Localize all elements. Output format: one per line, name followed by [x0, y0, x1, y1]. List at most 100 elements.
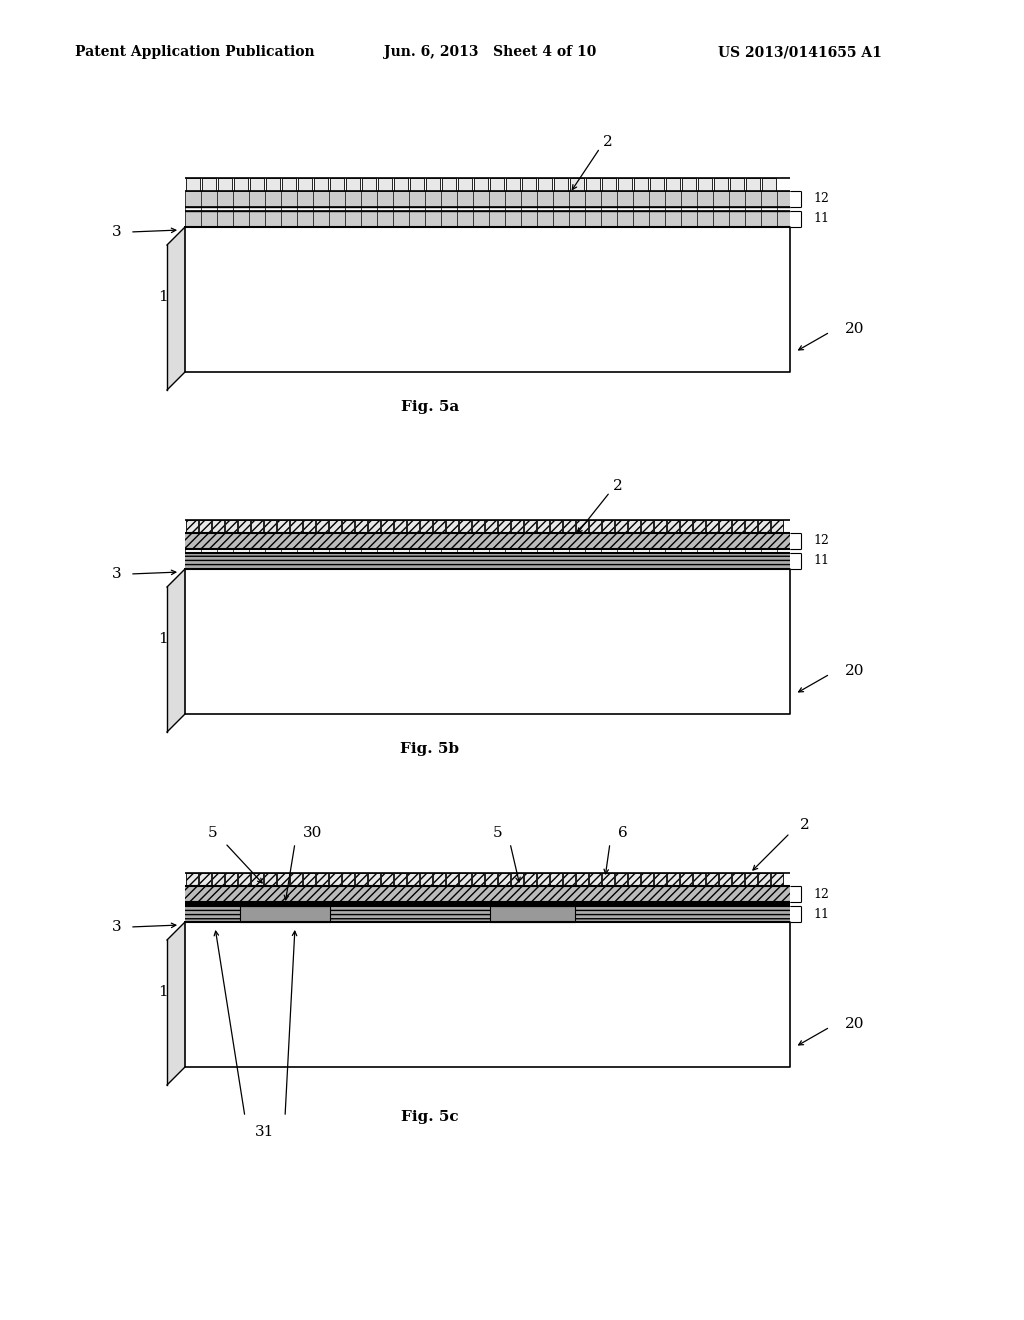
Bar	[618, 178, 632, 191]
Bar	[298, 178, 312, 191]
Bar	[770, 520, 782, 533]
Bar	[498, 873, 510, 886]
Bar	[523, 873, 536, 886]
Bar	[730, 178, 744, 191]
Bar	[667, 520, 679, 533]
Bar	[199, 520, 211, 533]
Text: 31: 31	[255, 1125, 274, 1139]
Text: 2: 2	[613, 479, 623, 492]
Bar	[522, 178, 536, 191]
Bar	[407, 520, 419, 533]
Text: 5: 5	[494, 826, 503, 840]
Bar	[484, 520, 497, 533]
Bar	[575, 873, 588, 886]
Bar	[511, 520, 522, 533]
Bar	[758, 520, 769, 533]
Bar	[653, 520, 666, 533]
Bar	[744, 873, 757, 886]
Bar	[393, 873, 406, 886]
Bar	[653, 873, 666, 886]
Bar	[471, 520, 483, 533]
Bar	[346, 178, 360, 191]
Bar	[314, 178, 328, 191]
Bar	[682, 178, 696, 191]
Bar	[562, 873, 574, 886]
Bar	[442, 178, 456, 191]
Bar	[640, 520, 652, 533]
Bar	[490, 178, 504, 191]
Bar	[614, 873, 627, 886]
Bar	[490, 906, 575, 921]
Text: 11: 11	[813, 908, 829, 920]
Bar	[498, 520, 510, 533]
Bar	[758, 873, 769, 886]
Bar	[202, 178, 216, 191]
Bar	[330, 178, 344, 191]
Polygon shape	[185, 569, 790, 714]
Bar	[570, 178, 584, 191]
Text: 1: 1	[158, 290, 168, 304]
Bar	[185, 906, 790, 921]
Bar	[432, 520, 444, 533]
Bar	[362, 178, 376, 191]
Bar	[628, 520, 640, 533]
Bar	[719, 873, 730, 886]
Text: 3: 3	[113, 224, 122, 239]
Polygon shape	[185, 227, 790, 372]
Bar	[251, 873, 262, 886]
Bar	[410, 178, 424, 191]
Bar	[302, 520, 314, 533]
Bar	[199, 873, 211, 886]
Text: 3: 3	[113, 920, 122, 935]
Bar	[698, 178, 712, 191]
Bar	[692, 873, 705, 886]
Bar	[459, 520, 470, 533]
Bar	[420, 873, 431, 886]
Bar	[511, 873, 522, 886]
Bar	[762, 178, 776, 191]
Bar	[640, 873, 652, 886]
Bar	[368, 873, 380, 886]
Bar	[378, 178, 392, 191]
Bar	[550, 873, 561, 886]
Text: 12: 12	[813, 887, 828, 900]
Bar	[185, 211, 790, 227]
Bar	[474, 178, 488, 191]
Bar	[381, 520, 392, 533]
Text: Fig. 5a: Fig. 5a	[400, 400, 459, 414]
Bar	[628, 873, 640, 886]
Bar	[238, 873, 250, 886]
Bar	[589, 873, 600, 886]
Bar	[426, 178, 440, 191]
Bar	[251, 520, 262, 533]
Text: 30: 30	[303, 826, 323, 840]
Text: Patent Application Publication: Patent Application Publication	[75, 45, 314, 59]
Bar	[731, 873, 743, 886]
Bar	[393, 520, 406, 533]
Bar	[212, 520, 223, 533]
Text: 2: 2	[603, 135, 613, 149]
Bar	[680, 520, 691, 533]
Bar	[185, 549, 790, 553]
Text: US 2013/0141655 A1: US 2013/0141655 A1	[718, 45, 882, 59]
Bar	[263, 873, 275, 886]
Bar	[420, 520, 431, 533]
Bar	[586, 178, 600, 191]
Bar	[575, 520, 588, 533]
Text: 6: 6	[618, 826, 628, 840]
Bar	[263, 520, 275, 533]
Bar	[315, 873, 328, 886]
Bar	[692, 520, 705, 533]
Bar	[445, 520, 458, 533]
Bar	[667, 873, 679, 886]
Bar	[212, 873, 223, 886]
Bar	[746, 178, 760, 191]
Bar	[537, 873, 549, 886]
Bar	[185, 533, 790, 549]
Bar	[302, 873, 314, 886]
Bar	[706, 873, 718, 886]
Bar	[368, 520, 380, 533]
Text: 3: 3	[113, 568, 122, 581]
Bar	[614, 520, 627, 533]
Text: Fig. 5c: Fig. 5c	[401, 1110, 459, 1125]
